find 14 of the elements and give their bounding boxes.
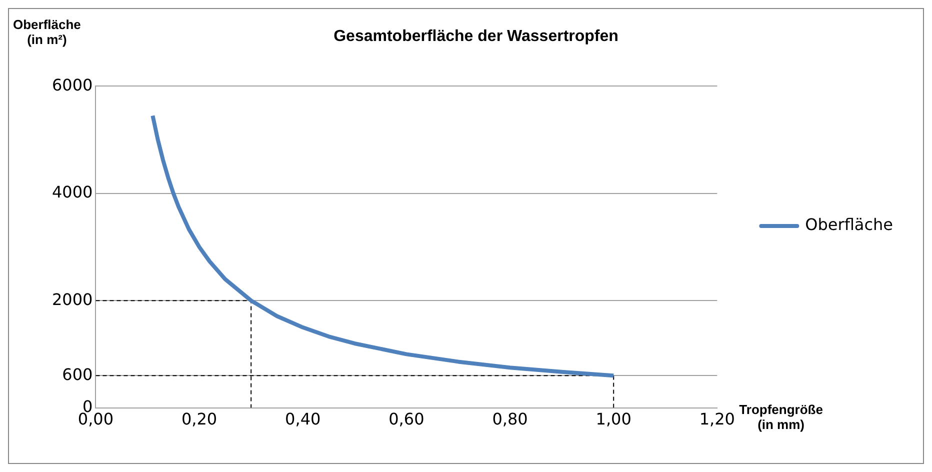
x-tick-label: 0,80: [492, 410, 528, 429]
x-tick-label: 1,00: [596, 410, 632, 429]
chart-title: Gesamtoberfläche der Wassertropfen: [334, 28, 618, 46]
x-axis-title: Tropfengröße (in mm): [739, 402, 823, 432]
y-tick-label: 600: [62, 364, 93, 384]
x-tick-label: 0,20: [181, 410, 218, 429]
x-tick-label: 1,20: [699, 410, 735, 429]
y-axis-title: Oberfläche (in m²): [13, 17, 81, 47]
y-tick-label: 6000: [52, 75, 93, 94]
x-tick-label: 0,60: [388, 410, 424, 429]
legend-label: Oberfläche: [805, 215, 894, 234]
y-tick-label: 2000: [52, 290, 93, 309]
y-tick-label: 4000: [52, 182, 93, 202]
x-tick-label: 0,40: [285, 410, 321, 429]
